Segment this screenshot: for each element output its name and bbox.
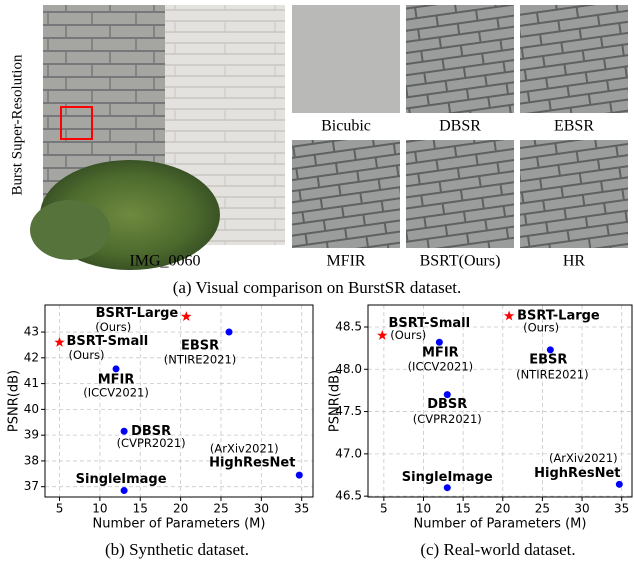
dot-point [121, 487, 128, 494]
crop-label: HR [563, 253, 586, 270]
point-note: (Ours) [523, 320, 559, 334]
x-tick-label: 30 [254, 502, 269, 516]
y-tick-label: 43 [24, 325, 39, 339]
star-point [377, 330, 388, 340]
point-name: HighResNet [209, 456, 295, 471]
y-tick-label: 38 [24, 453, 39, 467]
x-tick-label: 15 [133, 502, 148, 516]
x-tick-label: 10 [416, 502, 431, 516]
crop-label: MFIR [326, 253, 365, 270]
y-tick-label: 47.0 [335, 446, 362, 460]
y-tick-label: 41 [24, 376, 39, 390]
crop-label: Bicubic [321, 118, 371, 135]
point-note: (ICCV2021) [83, 385, 149, 399]
star-point [504, 311, 514, 321]
y-tick-label: 37 [24, 479, 39, 493]
dot-point [444, 484, 451, 491]
point-note: (Ours) [69, 348, 105, 362]
caption: (c) Real-world dataset. [420, 540, 575, 559]
point-note: (Ours) [95, 320, 131, 334]
point-name: SingleImage [76, 472, 167, 487]
caption: (b) Synthetic dataset. [105, 540, 249, 559]
side-label: Burst Super-Resolution [9, 54, 25, 195]
star-point [54, 337, 65, 347]
x-axis-label: Number of Parameters (M) [93, 517, 266, 532]
crop-label: DBSR [439, 118, 481, 135]
dot-point [121, 428, 128, 435]
point-note: (CVPR2021) [117, 436, 186, 450]
y-axis-label: PSNR(dB) [7, 370, 22, 432]
y-tick-label: 39 [24, 428, 39, 442]
y-tick-label: 40 [24, 402, 39, 416]
dot-point [226, 329, 233, 336]
y-tick-label: 48.5 [335, 319, 362, 333]
x-tick-label: 10 [92, 502, 107, 516]
dot-point [296, 472, 303, 479]
point-note: (ICCV2021) [408, 360, 474, 374]
x-tick-label: 30 [574, 502, 589, 516]
crop-label: EBSR [554, 118, 594, 135]
x-tick-label: 20 [173, 502, 188, 516]
x-tick-label: 35 [614, 502, 629, 516]
point-name: MFIR [422, 346, 459, 361]
x-tick-label: 20 [495, 502, 510, 516]
caption: (a) Visual comparison on BurstSR dataset… [173, 278, 462, 297]
image-label: IMG_0060 [129, 253, 200, 270]
dot-point [436, 339, 443, 346]
point-note: (NTIRE2021) [516, 367, 589, 381]
x-tick-label: 25 [535, 502, 550, 516]
x-tick-label: 25 [213, 502, 228, 516]
y-tick-label: 42 [24, 350, 39, 364]
point-name: SingleImage [402, 470, 493, 485]
x-tick-label: 5 [56, 502, 64, 516]
point-name: BSRT-Large [96, 306, 179, 321]
dot-point [616, 481, 623, 488]
point-name: HighResNet [534, 466, 620, 481]
point-name: BSRT-Small [67, 334, 149, 349]
x-tick-label: 15 [455, 502, 470, 516]
point-name: EBSR [181, 339, 219, 354]
crop-label: BSRT(Ours) [420, 253, 501, 270]
point-note: (CVPR2021) [413, 412, 482, 426]
star-point [181, 311, 192, 321]
point-name: EBSR [529, 352, 567, 367]
point-note: (ArXiv2021) [210, 442, 279, 456]
point-note: (NTIRE2021) [164, 353, 237, 367]
x-tick-label: 35 [294, 502, 309, 516]
x-tick-label: 5 [380, 502, 388, 516]
y-axis-label: PSNR(dB) [328, 370, 343, 432]
point-note: (ArXiv2021) [549, 451, 618, 465]
dot-point [113, 365, 120, 372]
figure: Burst Super-Resolution IMG_0060 Bicubic … [0, 0, 634, 566]
x-axis-label: Number of Parameters (M) [414, 517, 587, 532]
y-tick-label: 46.5 [335, 489, 362, 503]
main-image [30, 5, 285, 270]
point-name: DBSR [427, 397, 467, 412]
point-note: (Ours) [390, 328, 426, 342]
